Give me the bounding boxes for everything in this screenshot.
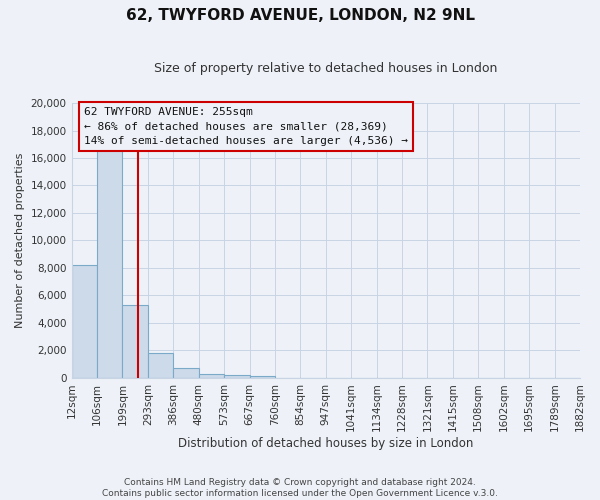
Bar [122,305,148,378]
Text: 62 TWYFORD AVENUE: 255sqm
← 86% of detached houses are smaller (28,369)
14% of s: 62 TWYFORD AVENUE: 255sqm ← 86% of detac… [84,107,408,146]
X-axis label: Distribution of detached houses by size in London: Distribution of detached houses by size … [178,437,473,450]
Bar [224,375,250,378]
Bar [199,374,224,378]
Bar [148,353,173,378]
Y-axis label: Number of detached properties: Number of detached properties [15,153,25,328]
Bar [250,376,275,378]
Title: Size of property relative to detached houses in London: Size of property relative to detached ho… [154,62,497,76]
Text: Contains HM Land Registry data © Crown copyright and database right 2024.
Contai: Contains HM Land Registry data © Crown c… [102,478,498,498]
Text: 62, TWYFORD AVENUE, LONDON, N2 9NL: 62, TWYFORD AVENUE, LONDON, N2 9NL [125,8,475,22]
Bar [71,265,97,378]
Bar [97,150,122,378]
Bar [173,368,199,378]
